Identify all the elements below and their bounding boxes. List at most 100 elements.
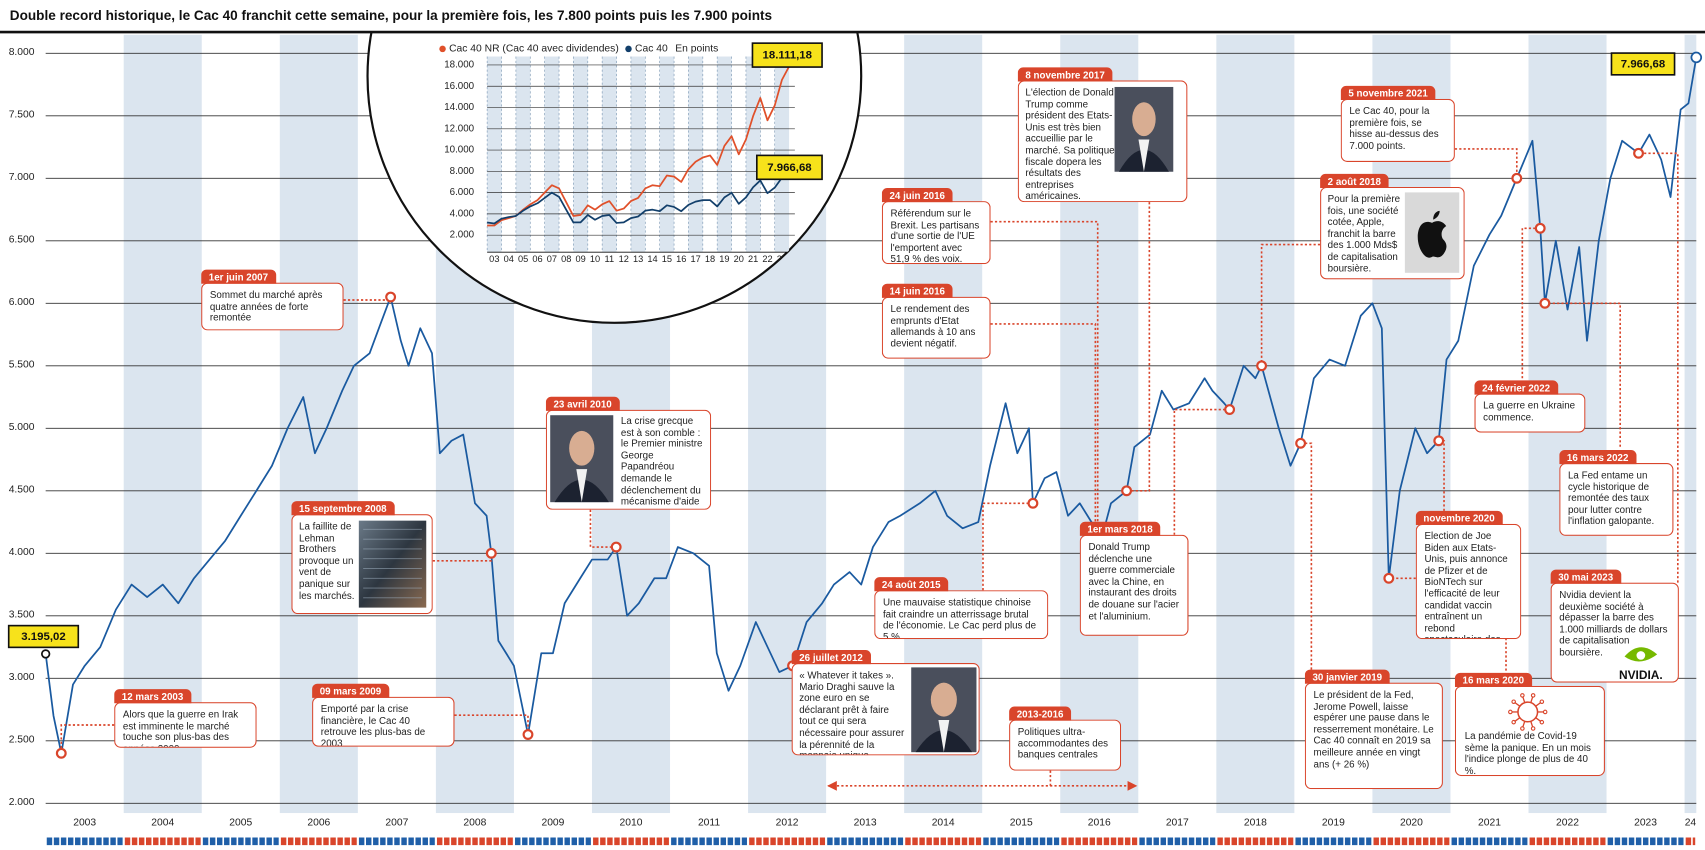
logo <box>1636 651 1646 660</box>
legend-label: Cac 40 NR (Cac 40 avec dividendes) <box>449 44 619 55</box>
annotation-date: 09 mars 2009 <box>312 683 389 698</box>
year-band <box>1216 34 1295 814</box>
x-tick-label: 2012 <box>776 818 799 829</box>
annotation-date: 2013-2016 <box>1009 706 1072 721</box>
series <box>44 57 1698 755</box>
icon <box>1508 709 1513 715</box>
y-tick-label: 3.000 <box>9 672 35 683</box>
unit-label: En points <box>675 44 718 55</box>
x-tick-label: 08 <box>561 254 571 264</box>
end-dot <box>40 649 51 659</box>
annotation-date: 30 mai 2023 <box>1550 569 1621 584</box>
x-tick-label: 10 <box>590 254 600 264</box>
icon <box>1520 693 1525 698</box>
x-tick-label: 15 <box>662 254 672 264</box>
y-tick-label: 5.000 <box>9 422 35 433</box>
grid <box>45 52 1697 804</box>
y-tick-label: 10.000 <box>444 145 474 156</box>
x-tick-label: 2003 <box>73 818 96 829</box>
event-dot <box>1433 435 1445 447</box>
x-tick-label: 2019 <box>1322 818 1345 829</box>
annotation-tab: 14 juin 2016 <box>881 283 953 298</box>
annotation-text: Politiques ultra-accommodantes des banqu… <box>1009 719 1122 771</box>
annotation-text: Le président de la Fed, Jerome Powell, l… <box>1304 682 1443 790</box>
year-band <box>573 56 588 253</box>
annotation-date: 24 juin 2016 <box>881 188 953 203</box>
year-band <box>487 56 502 253</box>
annotation-date: 26 juillet 2012 <box>791 650 871 665</box>
x-tick-label: 2007 <box>385 818 408 829</box>
x-tick-label: 17 <box>690 254 700 264</box>
callout-label: 7.966,68 <box>767 162 811 174</box>
x-tick-label: 05 <box>518 254 528 264</box>
y-tick-label: 6.500 <box>9 234 35 245</box>
x-tick-label: 2008 <box>463 818 486 829</box>
annotation-box: Alors que la guerre en Irak est imminent… <box>114 702 257 748</box>
end-dot <box>1690 51 1703 64</box>
annotation-text: Donald Trump déclenche une guerre commer… <box>1079 534 1189 636</box>
callout-box <box>7 624 80 649</box>
annotation-box: Donald Trump déclenche une guerre commer… <box>1079 534 1189 636</box>
y-tick-label: 2.500 <box>9 734 35 745</box>
x-tick-label: 04 <box>504 254 514 264</box>
x-tick-label: 2017 <box>1166 818 1189 829</box>
callout-box <box>1610 52 1676 76</box>
x-tick-label: 03 <box>489 254 499 264</box>
x-tick-label: 07 <box>547 254 557 264</box>
annotation-text: Le rendement des emprunts d'Etat alleman… <box>881 296 991 359</box>
photo <box>358 520 427 608</box>
annotation-box: Le rendement des emprunts d'Etat alleman… <box>881 296 991 359</box>
legend-swatch <box>625 45 632 53</box>
event-dot <box>1633 147 1644 159</box>
x-tick-label: 2010 <box>620 818 643 829</box>
event-dots <box>55 147 1644 759</box>
annotation-date: 14 juin 2016 <box>881 283 953 298</box>
x-tick-label: 2011 <box>698 818 720 829</box>
y-tick-label: 2.000 <box>450 230 475 241</box>
year-band <box>515 56 531 253</box>
icon <box>1511 719 1516 725</box>
annotation-box: La guerre en Ukraine commence. <box>1474 393 1586 433</box>
annotation-tab: 30 janvier 2019 <box>1304 669 1390 684</box>
leader-line <box>1544 302 1622 447</box>
y-tick-label: 7.500 <box>9 109 35 120</box>
annotation-text: Référendum sur le Brexit. Les partisans … <box>881 201 991 265</box>
x-tick-label: 2006 <box>307 818 330 829</box>
annotation-text: Le Cac 40, pour la première fois, se his… <box>1340 98 1455 162</box>
annotation-tab: 24 juin 2016 <box>881 188 953 203</box>
x-tick-label: 19 <box>719 254 729 264</box>
inset: 03 04 05 06 07 08 09 10 11 12 13 14 15 16 17 18 19 20 21 22… <box>366 0 863 324</box>
series-line <box>487 171 792 225</box>
icon <box>1517 701 1539 723</box>
y-tick-label: 2.000 <box>9 797 35 808</box>
y-tick-label: 6.000 <box>450 187 475 198</box>
leader-line <box>990 220 1099 554</box>
event-dot <box>485 547 497 559</box>
callout-label: 18.111,18 <box>763 50 812 62</box>
annotation-text: La Fed entame un cycle historique de rem… <box>1559 463 1674 536</box>
year-band <box>630 56 646 253</box>
year-band <box>717 56 732 253</box>
legend-swatch <box>439 45 446 53</box>
annotation-text: Emporté par la crise financière, le Cac … <box>312 696 455 747</box>
annotation-date: 16 mars 2020 <box>1454 672 1532 687</box>
annotation-text: La pandémie de Covid-19 sème la panique.… <box>1454 685 1605 777</box>
event-dot <box>1027 497 1039 509</box>
y-tick-label: 4.000 <box>450 208 475 219</box>
callout-box <box>755 154 823 181</box>
annotation-date: 12 mars 2003 <box>114 689 191 704</box>
logo-text: NVIDIA. <box>1619 668 1663 682</box>
event-dot <box>1224 404 1236 415</box>
x-tick-label: 22 <box>762 254 772 264</box>
annotation-box: Sommet du marché après quatre années de … <box>201 282 344 331</box>
annotation-box: Le Cac 40, pour la première fois, se his… <box>1340 98 1455 162</box>
annotation-date: 1er mars 2018 <box>1079 521 1161 536</box>
annotation-tab: 24 août 2015 <box>874 577 949 592</box>
callout-box <box>751 42 823 68</box>
annotations: Alors que la guerre en Irak est imminent… <box>114 67 1679 790</box>
annotation-tab: 2 août 2018 <box>1320 173 1389 189</box>
y-tick-label: 18.000 <box>444 60 474 71</box>
icon <box>1511 699 1516 705</box>
y-tick-label: 14.000 <box>444 102 474 113</box>
x-tick-label: 2018 <box>1244 818 1267 829</box>
